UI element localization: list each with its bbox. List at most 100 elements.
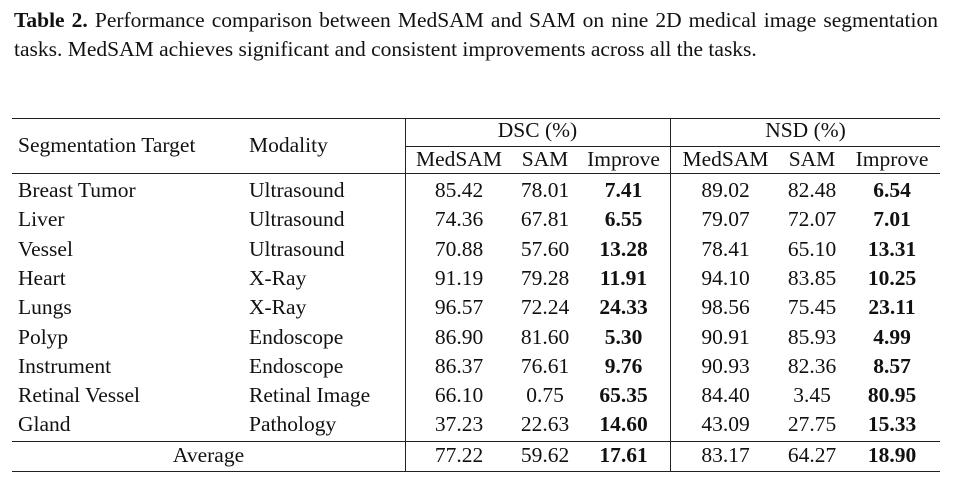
- group-rule: [405, 146, 940, 147]
- row-value: 85.42: [434, 178, 484, 202]
- row-value: 85.93: [787, 324, 837, 349]
- row-modality: Ultrasound: [249, 236, 345, 261]
- caption: Table 2. Performance comparison between …: [14, 6, 938, 64]
- header-subcolumn: SAM: [788, 147, 836, 171]
- average-value: 83.17: [701, 443, 750, 467]
- row-value: 86.90: [434, 324, 484, 349]
- row-target: Lungs: [18, 295, 72, 320]
- row-value: 82.48: [787, 178, 837, 202]
- header-subcolumn: Improve: [855, 147, 929, 171]
- row-value: 67.81: [520, 207, 570, 232]
- row-value: 7.41: [604, 178, 643, 202]
- row-value: 90.93: [701, 353, 750, 378]
- row-value: 70.88: [434, 236, 484, 261]
- row-value: 57.60: [520, 236, 570, 261]
- row-value: 4.99: [873, 324, 911, 349]
- row-target: Heart: [18, 265, 66, 290]
- row-value: 5.30: [604, 324, 643, 349]
- row-modality: Pathology: [249, 412, 337, 437]
- row-value: 96.57: [434, 295, 484, 320]
- row-value: 90.91: [701, 324, 750, 349]
- average-label: Average: [172, 443, 245, 467]
- row-value: 24.33: [599, 295, 648, 320]
- row-value: 23.11: [868, 295, 916, 320]
- row-value: 82.36: [787, 353, 837, 378]
- row-value: 98.56: [701, 295, 750, 320]
- row-value: 13.28: [599, 236, 648, 261]
- row-value: 13.31: [867, 236, 917, 261]
- column-rule: [405, 118, 406, 472]
- row-value: 9.76: [604, 353, 643, 378]
- row-target: Gland: [18, 412, 71, 437]
- row-value: 3.45: [793, 383, 831, 408]
- header-target: Segmentation Target: [18, 133, 196, 157]
- row-value: 14.60: [599, 412, 648, 437]
- row-modality: X-Ray: [249, 265, 307, 290]
- row-value: 74.36: [434, 207, 484, 232]
- row-value: 94.10: [701, 265, 750, 290]
- column-rule: [670, 118, 671, 472]
- row-value: 6.54: [873, 178, 911, 202]
- header-subcolumn: MedSAM: [682, 147, 769, 171]
- row-value: 89.02: [701, 178, 750, 202]
- average-value: 59.62: [520, 443, 570, 467]
- row-value: 81.60: [520, 324, 570, 349]
- row-value: 0.75: [526, 383, 564, 408]
- row-modality: X-Ray: [249, 295, 307, 320]
- header-subcolumn: Improve: [587, 147, 660, 171]
- header-subcolumn: SAM: [521, 147, 569, 171]
- row-value: 6.55: [604, 207, 643, 232]
- row-value: 37.23: [434, 412, 484, 437]
- row-target: Breast Tumor: [18, 178, 136, 202]
- row-target: Liver: [18, 207, 65, 232]
- table: Segmentation Target Modality DSC (%) NSD (%…: [12, 118, 940, 472]
- row-value: 84.40: [701, 383, 750, 408]
- average-value: 77.22: [434, 443, 484, 467]
- row-value: 83.85: [787, 265, 837, 290]
- row-value: 66.10: [434, 383, 484, 408]
- row-value: 86.37: [434, 353, 484, 378]
- row-value: 91.19: [434, 265, 484, 290]
- row-value: 15.33: [867, 412, 917, 437]
- header-rule: [12, 173, 940, 174]
- row-value: 79.28: [520, 265, 570, 290]
- average-value: 64.27: [787, 443, 837, 467]
- row-value: 7.01: [873, 207, 911, 232]
- caption-label: Table 2.: [14, 8, 88, 32]
- header-group: NSD (%): [765, 118, 846, 142]
- top-rule: [12, 118, 940, 119]
- row-target: Vessel: [18, 236, 73, 261]
- average-rule: [12, 441, 940, 442]
- average-value: 18.90: [867, 443, 917, 467]
- row-value: 75.45: [787, 295, 837, 320]
- caption-text: Performance comparison between MedSAM an…: [14, 8, 939, 61]
- row-value: 65.10: [787, 236, 837, 261]
- row-target: Instrument: [18, 353, 112, 378]
- row-value: 65.35: [599, 383, 648, 408]
- row-value: 43.09: [701, 412, 750, 437]
- row-target: Retinal Vessel: [18, 383, 141, 408]
- row-value: 11.91: [599, 265, 648, 290]
- row-value: 76.61: [520, 353, 570, 378]
- row-value: 80.95: [867, 383, 917, 408]
- row-value: 8.57: [873, 353, 911, 378]
- row-modality: Retinal Image: [249, 383, 371, 408]
- row-modality: Ultrasound: [249, 207, 345, 232]
- row-value: 72.24: [520, 295, 570, 320]
- row-value: 79.07: [701, 207, 750, 232]
- row-value: 72.07: [787, 207, 837, 232]
- header-subcolumn: MedSAM: [415, 147, 502, 171]
- row-value: 78.41: [701, 236, 750, 261]
- header-modality: Modality: [249, 133, 328, 157]
- header-group: DSC (%): [497, 118, 578, 142]
- row-value: 27.75: [787, 412, 837, 437]
- average-value: 17.61: [599, 443, 648, 467]
- row-value: 78.01: [520, 178, 570, 202]
- bottom-rule: [12, 471, 940, 472]
- row-modality: Endoscope: [249, 324, 344, 349]
- row-modality: Endoscope: [249, 353, 344, 378]
- row-target: Polyp: [18, 324, 69, 349]
- row-modality: Ultrasound: [249, 178, 345, 202]
- row-value: 10.25: [867, 265, 917, 290]
